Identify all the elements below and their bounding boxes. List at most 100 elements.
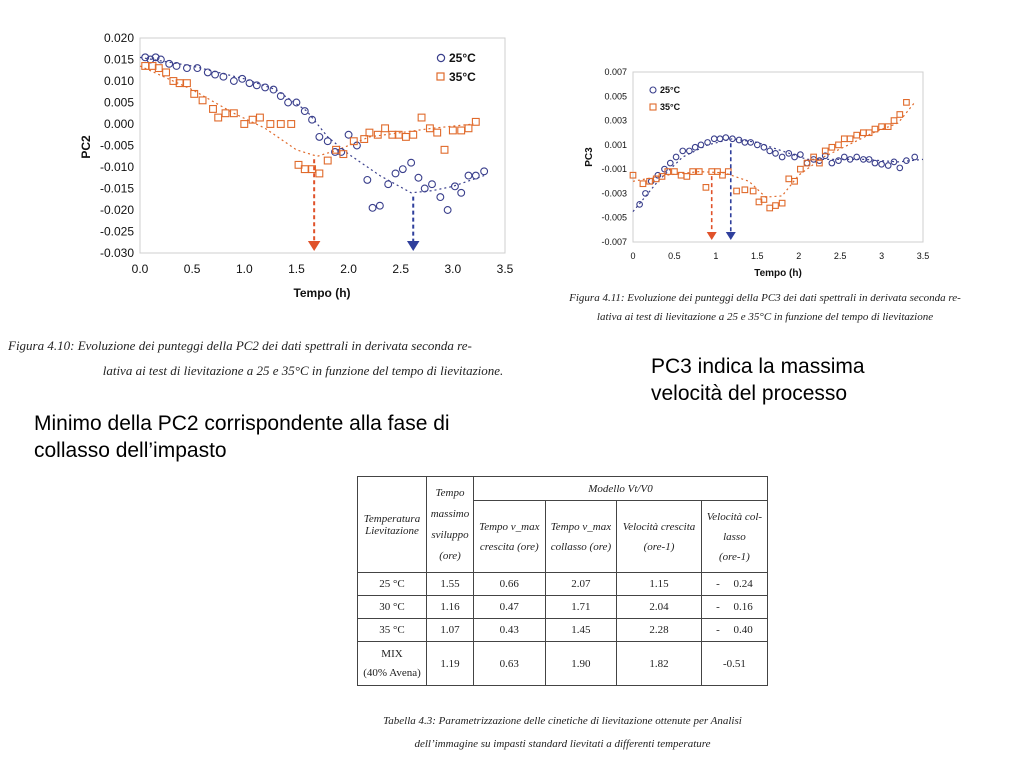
pc2-point-25: [238, 74, 247, 83]
pc2-point-35: [221, 109, 230, 118]
pc2-point-35: [349, 137, 358, 146]
pc3-point-25: [865, 156, 873, 163]
pc3-y-tick-label: 0.005: [604, 91, 627, 101]
pc3-point-35: [853, 131, 861, 139]
pc3-y-tick-label: -0.001: [601, 164, 627, 174]
pc3-point-35: [695, 168, 703, 175]
pc3-trend-35-line: [632, 102, 916, 198]
pc3-point-35: [797, 165, 804, 173]
pc2-point-25: [368, 203, 377, 212]
pc3-point-35: [760, 196, 768, 203]
pc3-point-25: [797, 151, 804, 158]
pc2-y-tick-label: 0.020: [104, 31, 134, 45]
pc3-point-25: [903, 157, 910, 164]
pc3-point-35: [683, 173, 691, 180]
pc2-point-35: [471, 117, 480, 126]
pc3-point-35: [702, 184, 710, 191]
pc2-point-35: [154, 64, 163, 73]
pc3-point-25: [835, 157, 842, 164]
pc2-y-tick-label: 0.000: [104, 117, 134, 131]
pc2-point-35: [332, 145, 341, 154]
header-c4-line-1: Velocità col-: [706, 510, 763, 523]
table-caption-line-1: Tabella 4.3: Parametrizzazione delle cin…: [383, 715, 742, 727]
pc2-point-25: [151, 53, 160, 62]
pc2-point-25: [337, 147, 346, 156]
legend-25-marker: [436, 53, 446, 63]
pc2-y-tick-label: 0.015: [104, 53, 134, 67]
cell-tmax: 1.07: [426, 618, 474, 642]
table-caption-line-2: dell’immagine su impasti standard lievit…: [414, 738, 711, 750]
pc2-y-tick-label: -0.020: [100, 203, 134, 217]
pc3-point-35: [714, 168, 721, 175]
cell-c3: 1.15: [616, 572, 702, 596]
pc3-point-35: [865, 129, 873, 137]
pc3-point-25: [729, 135, 736, 143]
pc2-point-35: [433, 128, 442, 137]
pc3-point-35: [733, 187, 740, 195]
pc2-point-25: [300, 107, 309, 116]
pc3-point-25: [884, 162, 892, 169]
pc2-point-25: [391, 169, 400, 178]
pc3-point-35: [719, 171, 726, 179]
pc3-legend: 25°C 35°C: [649, 85, 681, 112]
cell-temperature: 35 °C: [357, 618, 427, 642]
pc3-point-35: [629, 171, 637, 179]
pc2-arrow-head-35: [307, 241, 321, 251]
legend-25-label: 25°C: [660, 85, 681, 95]
table-caption: Tabella 4.3: Parametrizzazione delle cin…: [360, 710, 765, 756]
pc3-point-25: [791, 153, 798, 161]
pc2-point-25: [363, 175, 372, 184]
pc2-point-25: [480, 167, 489, 176]
cell-c2: 1.45: [544, 618, 618, 642]
header-temperature: Temperatura Lievitazione: [357, 476, 427, 573]
pc3-point-35: [821, 147, 829, 155]
pc3-point-35: [671, 168, 678, 175]
cell-tmax: 1.19: [426, 641, 474, 686]
pc3-point-25: [642, 190, 649, 197]
pc2-point-35: [381, 124, 390, 133]
pc3-point-25: [753, 141, 761, 149]
pc3-point-35: [749, 187, 757, 195]
pc3-y-tick-label: -0.007: [601, 237, 627, 247]
pc3-point-35: [890, 117, 898, 124]
pc3-point-35: [878, 123, 885, 130]
pc2-point-25: [344, 130, 353, 139]
pc3-caption-line-1: Figura 4.11: Evoluzione dei punteggi del…: [569, 292, 961, 304]
pc3-point-25: [691, 143, 699, 151]
pc2-point-25: [261, 83, 270, 92]
pc2-y-tick-label: 0.010: [104, 74, 134, 88]
pc2-point-25: [323, 137, 332, 146]
pc2-point-25: [165, 59, 174, 68]
header-c4-line-2: lasso: [723, 530, 746, 543]
pc2-caption-line-1: Figura 4.10: Evoluzione dei punteggi del…: [8, 338, 472, 353]
pc2-point-25: [229, 77, 238, 85]
pc2-legend: 25°C 35°C: [436, 51, 476, 84]
pc3-point-35: [791, 177, 798, 185]
pc3-point-35: [884, 123, 892, 130]
pc3-y-axis-label: PC3: [584, 147, 595, 167]
pc3-arrow-head-35: [706, 232, 717, 240]
pc3-x-tick-label: 2.5: [834, 251, 847, 261]
pc3-point-25: [785, 150, 793, 157]
pc2-point-25: [245, 79, 254, 88]
pc3-point-35: [846, 135, 854, 143]
pc3-point-35: [803, 159, 811, 167]
cell-temperature: 25 °C: [357, 572, 427, 596]
pc3-point-25: [735, 136, 743, 144]
pc3-x-tick-label: 1: [713, 251, 718, 261]
header-velocita-collasso: Velocità col- lasso (ore-1): [700, 500, 769, 573]
header-tmax-line-3: sviluppo: [431, 528, 469, 541]
table-row: 25 °C 1.55 0.66 2.07 1.15 - 0.24: [357, 572, 769, 596]
pc2-point-35: [240, 120, 249, 128]
pc3-point-25: [636, 201, 643, 208]
legend-25-marker: [649, 86, 657, 94]
pc2-y-tick-label: -0.005: [100, 139, 134, 153]
pc2-y-tick-label: -0.010: [100, 160, 134, 174]
pc2-point-35: [308, 165, 317, 174]
pc3-point-35: [816, 159, 823, 167]
pc2-point-25: [193, 64, 202, 73]
legend-35-label: 35°C: [449, 70, 476, 84]
pc2-point-35: [229, 109, 238, 118]
pc2-point-35: [417, 113, 426, 122]
pc3-point-25: [778, 153, 786, 161]
